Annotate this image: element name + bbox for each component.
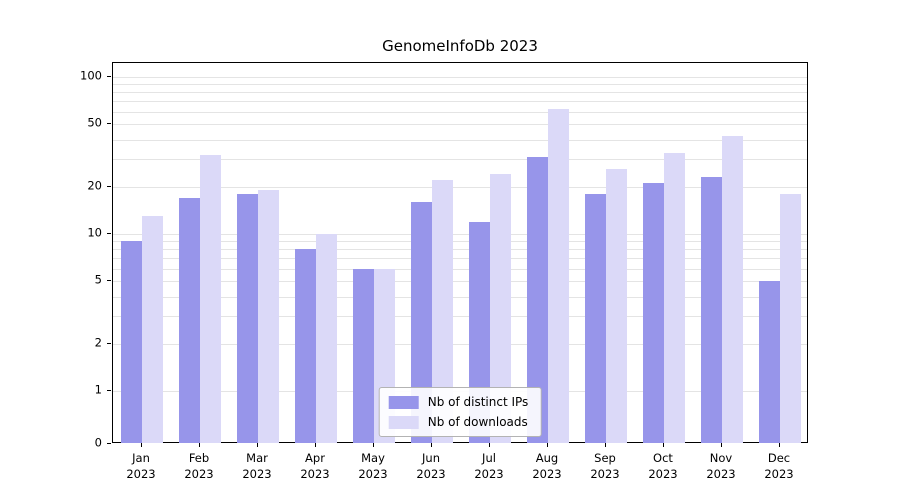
gridline <box>113 249 807 251</box>
bar-downloads <box>722 136 743 443</box>
gridline <box>113 241 807 243</box>
legend-swatch-downloads <box>388 415 419 429</box>
x-tick-label: Oct 2023 <box>648 451 678 482</box>
y-tick-mark <box>107 185 111 187</box>
bar-distinct-ips <box>411 202 432 443</box>
gridline <box>113 77 807 78</box>
gridline <box>113 268 807 270</box>
y-tick-label: 20 <box>87 177 102 192</box>
gridline <box>113 139 807 141</box>
y-tick-mark <box>107 443 111 444</box>
gridline <box>113 281 807 283</box>
y-tick-label: 2 <box>94 334 102 349</box>
y-tick-mark <box>107 76 111 77</box>
x-tick-label: May 2023 <box>358 451 388 482</box>
legend-swatch-distinct-ips <box>388 395 419 409</box>
x-tick-mark <box>547 443 548 447</box>
gridline <box>113 124 807 126</box>
bar-distinct-ips <box>643 183 664 443</box>
gridline <box>113 296 807 298</box>
x-tick-label: Sep 2023 <box>590 451 620 482</box>
bar-downloads <box>258 190 279 443</box>
x-tick-mark <box>199 443 200 447</box>
gridline <box>113 92 807 94</box>
y-tick-label: 1 <box>94 382 102 397</box>
bar-distinct-ips <box>527 156 548 443</box>
x-tick-label: Feb 2023 <box>184 451 214 482</box>
x-tick-mark <box>315 443 316 447</box>
gridline <box>113 343 807 345</box>
y-tick-mark <box>107 123 111 125</box>
bar-downloads <box>780 193 801 443</box>
x-tick-label: Apr 2023 <box>300 451 330 482</box>
x-tick-label: Mar 2023 <box>242 451 272 482</box>
y-tick-label: 0 <box>94 435 102 450</box>
legend-label-distinct-ips: Nb of distinct IPs <box>427 395 529 409</box>
x-tick-mark <box>489 443 490 447</box>
y-tick-label: 50 <box>87 115 102 130</box>
gridline <box>113 159 807 161</box>
bar-downloads <box>142 216 163 443</box>
bars-layer <box>113 63 807 443</box>
x-tick-label: Jun 2023 <box>416 451 446 482</box>
legend: Nb of distinct IPs Nb of downloads <box>378 387 542 437</box>
bar-downloads <box>548 108 569 443</box>
x-tick-mark <box>257 443 258 447</box>
gridline <box>113 316 807 318</box>
bar-downloads <box>490 174 511 443</box>
gridline <box>113 234 807 235</box>
y-tick-label: 100 <box>80 68 102 83</box>
legend-item-distinct-ips: Nb of distinct IPs <box>388 395 529 409</box>
gridline <box>113 186 807 188</box>
bar-downloads <box>606 168 627 443</box>
x-tick-mark <box>721 443 722 447</box>
gridline <box>113 101 807 103</box>
y-tick-label: 5 <box>94 272 102 287</box>
bar-downloads <box>200 154 221 443</box>
gridline <box>113 258 807 260</box>
x-tick-mark <box>605 443 606 447</box>
bar-distinct-ips <box>585 193 606 443</box>
x-tick-label: Aug 2023 <box>532 451 562 482</box>
chart-title: GenomeInfoDb 2023 <box>382 37 538 55</box>
bar-distinct-ips <box>295 249 316 443</box>
x-tick-mark <box>373 443 374 447</box>
legend-item-downloads: Nb of downloads <box>388 415 529 429</box>
gridline <box>113 84 807 86</box>
x-tick-label: Jan 2023 <box>126 451 156 482</box>
plot-area: Nb of distinct IPs Nb of downloads <box>112 62 808 443</box>
x-tick-label: Jul 2023 <box>474 451 504 482</box>
x-tick-label: Nov 2023 <box>706 451 736 482</box>
y-tick-mark <box>107 390 111 391</box>
bar-downloads <box>316 234 337 443</box>
bar-downloads <box>664 152 685 443</box>
x-tick-mark <box>663 443 664 447</box>
bar-distinct-ips <box>701 177 722 443</box>
bar-distinct-ips <box>353 268 374 443</box>
x-tick-label: Dec 2023 <box>764 451 794 482</box>
bar-distinct-ips <box>759 281 780 443</box>
bar-distinct-ips <box>179 197 200 443</box>
x-tick-mark <box>141 443 142 447</box>
bar-distinct-ips <box>237 193 258 443</box>
x-tick-mark <box>779 443 780 447</box>
bar-downloads <box>432 180 453 443</box>
y-tick-mark <box>107 342 111 344</box>
gridlines-layer <box>113 63 807 442</box>
y-tick-mark <box>107 233 111 234</box>
x-tick-mark <box>431 443 432 447</box>
y-tick-label: 10 <box>87 225 102 240</box>
gridline <box>113 111 807 113</box>
bar-distinct-ips <box>121 241 142 443</box>
y-tick-mark <box>107 280 111 282</box>
legend-label-downloads: Nb of downloads <box>427 415 528 429</box>
